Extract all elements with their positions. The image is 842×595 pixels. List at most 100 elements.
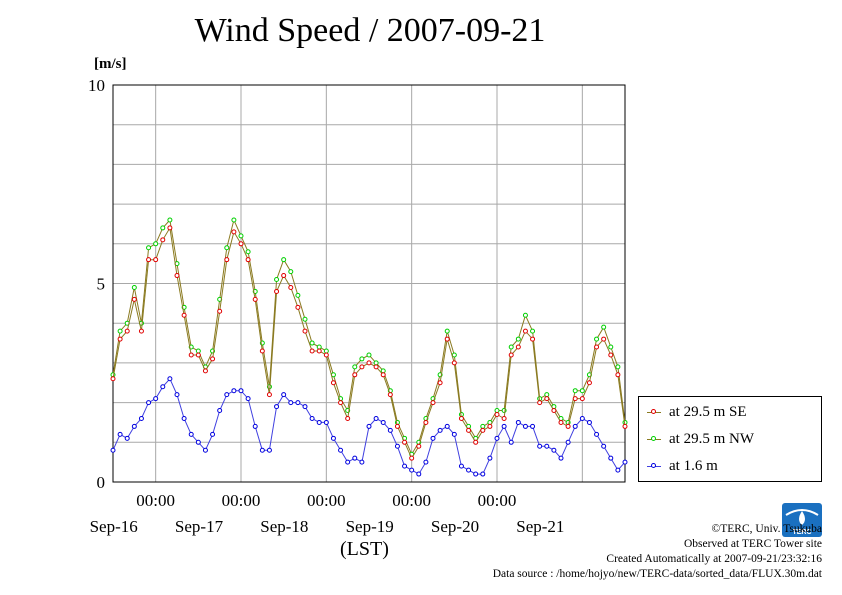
data-point (238, 241, 244, 247)
data-point (558, 419, 564, 425)
data-point (394, 423, 400, 429)
data-point (160, 384, 166, 390)
data-point (380, 419, 386, 425)
data-point (352, 455, 358, 461)
data-point (537, 443, 543, 449)
data-point (167, 225, 173, 231)
data-point (473, 471, 479, 477)
data-point (373, 364, 379, 370)
y-tick-label: 5 (97, 275, 106, 294)
data-point (586, 419, 592, 425)
data-point (274, 404, 280, 410)
data-point (338, 447, 344, 453)
data-point (288, 400, 294, 406)
data-point (451, 352, 457, 358)
data-point (444, 423, 450, 429)
data-point (430, 435, 436, 441)
data-point (409, 455, 415, 461)
legend-label-nw: at 29.5 m NW (669, 430, 754, 447)
x-tick-date: Sep-18 (260, 517, 308, 536)
data-point (202, 368, 208, 374)
data-point (281, 273, 287, 279)
data-point (309, 340, 315, 346)
data-point (231, 388, 237, 394)
x-axis-label: (LST) (340, 538, 389, 560)
data-point (359, 356, 365, 362)
data-point (217, 308, 223, 314)
data-point (302, 316, 308, 322)
data-point (458, 463, 464, 469)
data-point (174, 392, 180, 398)
data-point (238, 388, 244, 394)
x-tick-date: Sep-21 (516, 517, 564, 536)
data-point (508, 344, 514, 350)
legend-marker-se (647, 405, 661, 419)
legend-label-se: at 29.5 m SE (669, 403, 747, 420)
data-point (508, 352, 514, 358)
data-point (444, 328, 450, 334)
data-point (288, 269, 294, 275)
x-tick-time: 00:00 (136, 491, 175, 510)
data-point (281, 392, 287, 398)
data-point (295, 400, 301, 406)
data-point (416, 443, 422, 449)
data-point (594, 431, 600, 437)
data-point (309, 348, 315, 354)
data-point (601, 324, 607, 330)
y-axis-unit: [m/s] (94, 56, 127, 72)
data-point (508, 439, 514, 445)
x-tick-time: 00:00 (222, 491, 261, 510)
data-point (579, 388, 585, 394)
data-point (487, 423, 493, 429)
data-point (224, 257, 230, 263)
data-point (259, 447, 265, 453)
data-point (138, 328, 144, 334)
legend-dot (651, 436, 656, 441)
data-point (160, 225, 166, 231)
data-point (153, 241, 159, 247)
data-point (608, 455, 614, 461)
series-layer (110, 217, 628, 477)
data-point (281, 257, 287, 263)
data-point (423, 459, 429, 465)
data-point (458, 415, 464, 421)
data-point (224, 245, 230, 251)
x-tick-date: Sep-20 (431, 517, 479, 536)
data-point (266, 447, 272, 453)
data-point (266, 392, 272, 398)
data-point (572, 396, 578, 402)
data-point (565, 439, 571, 445)
data-source-text: Data source : /home/hojyo/new/TERC-data/… (492, 568, 822, 580)
data-point (444, 336, 450, 342)
data-point (594, 344, 600, 350)
data-point (615, 467, 621, 473)
data-point (160, 237, 166, 243)
data-point (210, 431, 216, 437)
data-point (231, 217, 237, 223)
data-point (416, 471, 422, 477)
plot-frame (112, 84, 626, 483)
data-point (515, 419, 521, 425)
data-point (366, 352, 372, 358)
data-point (544, 443, 550, 449)
data-point (345, 415, 351, 421)
data-point (131, 296, 137, 302)
data-point (117, 431, 123, 437)
data-point (480, 471, 486, 477)
data-point (451, 431, 457, 437)
data-point (480, 427, 486, 433)
data-point (544, 396, 550, 402)
data-point (487, 455, 493, 461)
data-point (210, 356, 216, 362)
data-point (608, 344, 614, 350)
data-point (515, 336, 521, 342)
data-point (515, 344, 521, 350)
x-tick-time: 00:00 (307, 491, 346, 510)
data-point (195, 439, 201, 445)
data-point (110, 447, 116, 453)
data-point (387, 427, 393, 433)
axis-ticks: 051000:00Sep-1600:00Sep-1700:00Sep-1800:… (88, 76, 564, 536)
y-tick-label: 10 (88, 76, 105, 95)
data-point (323, 419, 329, 425)
data-point (451, 360, 457, 366)
